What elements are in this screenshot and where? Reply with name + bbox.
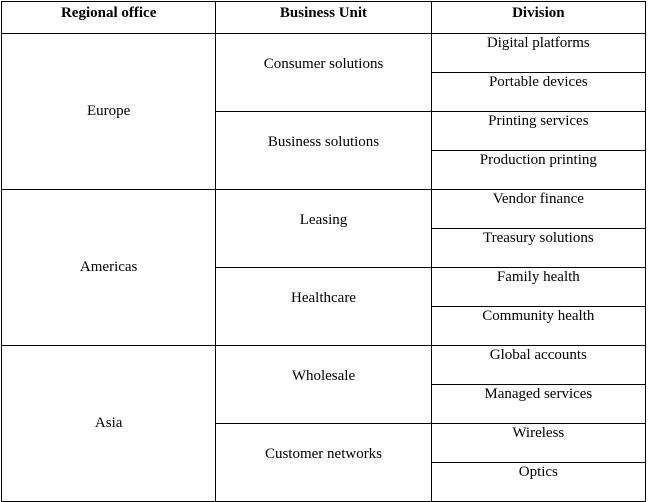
table-row: Europe Consumer solutions Digital platfo… bbox=[0, 33, 647, 190]
division-cell: Optics bbox=[430, 462, 647, 502]
division-cell: Community health bbox=[430, 306, 647, 346]
division-cell: Printing services bbox=[430, 111, 647, 151]
division-cell: Digital platforms bbox=[430, 33, 647, 73]
division-cell: Global accounts bbox=[430, 345, 647, 385]
division-cell: Treasury solutions bbox=[430, 228, 647, 268]
region-cell-europe: Europe bbox=[0, 33, 217, 190]
table-row: Customer networks Wireless bbox=[2, 423, 647, 502]
business-unit-cell: Wholesale bbox=[215, 345, 432, 424]
header-business-unit: Business Unit bbox=[215, 1, 432, 34]
business-unit-cell: Consumer solutions bbox=[215, 33, 432, 112]
table-row: Asia Wholesale Global accounts bbox=[0, 345, 647, 502]
table-row: Americas Leasing Vendor finance bbox=[0, 189, 647, 346]
business-unit-cell: Leasing bbox=[215, 189, 432, 268]
table-row: Production printing bbox=[2, 150, 647, 190]
division-cell: Wireless bbox=[430, 423, 647, 463]
division-cell: Portable devices bbox=[430, 72, 647, 112]
table-row: Business solutions Printing services bbox=[2, 111, 647, 190]
table-row: Healthcare Family health bbox=[2, 267, 647, 346]
table-row: Managed services bbox=[2, 384, 647, 424]
table-row: Portable devices bbox=[2, 72, 647, 112]
region-cell-americas: Americas bbox=[0, 189, 217, 346]
business-unit-cell: Customer networks bbox=[215, 423, 432, 502]
division-cell: Family health bbox=[430, 267, 647, 307]
division-cell: Vendor finance bbox=[430, 189, 647, 229]
table-row: Treasury solutions bbox=[2, 228, 647, 268]
business-unit-cell: Healthcare bbox=[215, 267, 432, 346]
region-cell-asia: Asia bbox=[0, 345, 217, 502]
header-division: Division bbox=[430, 1, 647, 34]
division-cell: Production printing bbox=[430, 150, 647, 190]
table-row: Community health bbox=[2, 306, 647, 346]
header-row: Regional office Business Unit Division bbox=[0, 1, 647, 34]
header-regional-office: Regional office bbox=[0, 1, 217, 34]
division-cell: Managed services bbox=[430, 384, 647, 424]
business-unit-cell: Business solutions bbox=[215, 111, 432, 190]
